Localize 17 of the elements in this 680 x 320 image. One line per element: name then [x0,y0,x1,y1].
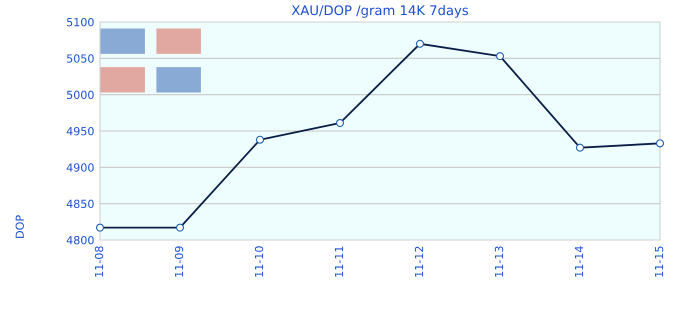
y-tick-label: 4850 [66,200,94,208]
x-tick-label: 11-09 [174,246,184,277]
y-axis-title: DOP [16,215,24,238]
x-tick-label: 11-10 [254,246,264,277]
y-tick-label: 4900 [66,163,94,172]
y-tick-label: 4950 [66,126,94,136]
y-tick-label: 5100 [67,18,94,26]
y-tick-label: 4800 [66,236,94,244]
y-tick-label: 5050 [67,54,94,63]
y-tick-label: 5000 [67,90,94,100]
x-tick-label: 11-11 [334,246,344,277]
x-tick-label: 11-13 [494,246,504,277]
x-tick-label: 11-15 [654,246,664,277]
x-tick-label: 11-08 [94,246,104,277]
chart-title: XAU/DOP /gram 14K 7days [292,5,468,18]
x-tick-label: 11-14 [574,246,584,277]
x-tick-label: 11-12 [414,246,424,277]
